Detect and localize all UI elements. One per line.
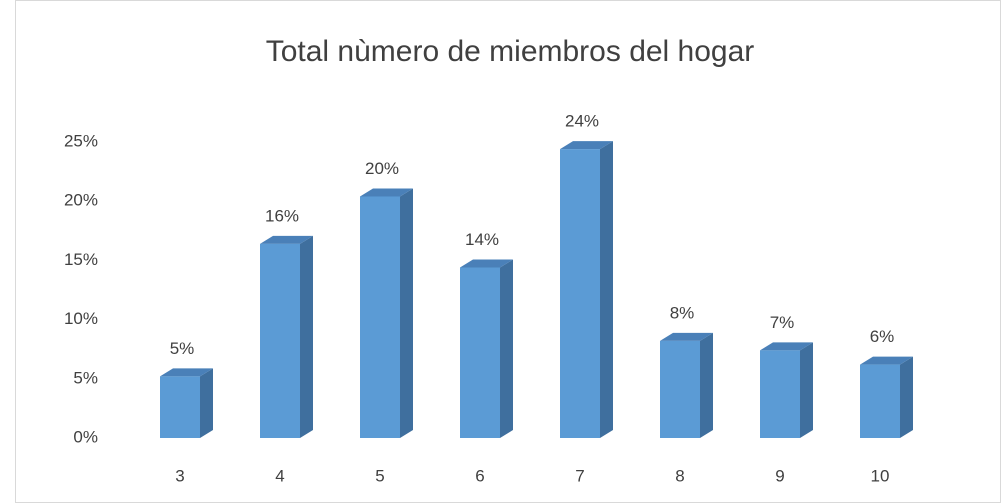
- bar: [760, 342, 813, 438]
- bar-top: [860, 356, 913, 365]
- bar-front: [560, 149, 600, 438]
- bar-side: [600, 141, 613, 438]
- bar-side: [300, 235, 313, 438]
- bar: [460, 259, 513, 438]
- bar-front: [360, 196, 400, 438]
- y-tick-label: 0%: [73, 427, 98, 446]
- bar-side: [800, 342, 813, 438]
- bar-top: [560, 141, 613, 150]
- bar: [860, 356, 913, 438]
- x-tick-label: 4: [275, 466, 284, 485]
- bar-front: [660, 340, 700, 438]
- bar-top: [260, 235, 313, 244]
- bar-top: [460, 259, 513, 268]
- bar-side: [700, 332, 713, 438]
- chart-title: Total nùmero de miembros del hogar: [266, 35, 755, 68]
- x-tick-label: 5: [375, 466, 384, 485]
- data-label: 6%: [870, 327, 895, 346]
- bar-side: [900, 356, 913, 438]
- y-tick-label: 10%: [64, 309, 98, 328]
- bar-front: [460, 267, 500, 438]
- x-tick-label: 6: [475, 466, 484, 485]
- bar-side: [500, 259, 513, 438]
- bar-top: [760, 342, 813, 351]
- data-label: 20%: [365, 159, 399, 178]
- data-label: 14%: [465, 230, 499, 249]
- y-tick-label: 5%: [73, 368, 98, 387]
- bar-top: [660, 332, 713, 341]
- x-tick-label: 8: [675, 466, 684, 485]
- bar: [160, 368, 213, 438]
- x-tick-label: 9: [775, 466, 784, 485]
- x-tick-label: 3: [175, 466, 184, 485]
- data-label: 8%: [670, 303, 695, 322]
- bar: [560, 141, 613, 438]
- bar-top: [160, 368, 213, 377]
- bar-front: [160, 376, 200, 438]
- bar-front: [260, 243, 300, 438]
- bar: [660, 332, 713, 438]
- data-label: 7%: [770, 313, 795, 332]
- data-label: 16%: [265, 206, 299, 225]
- bar: [360, 188, 413, 438]
- bar-side: [200, 368, 213, 438]
- y-tick-label: 25%: [64, 131, 98, 150]
- bar-front: [860, 364, 900, 438]
- y-tick-label: 20%: [64, 191, 98, 210]
- data-label: 24%: [565, 112, 599, 131]
- x-tick-label: 7: [575, 466, 584, 485]
- data-label: 5%: [170, 339, 195, 358]
- bar: [260, 235, 313, 438]
- bar-front: [760, 350, 800, 438]
- bar-top: [360, 188, 413, 197]
- bar-side: [400, 188, 413, 438]
- y-tick-label: 15%: [64, 250, 98, 269]
- x-tick-label: 10: [871, 466, 890, 485]
